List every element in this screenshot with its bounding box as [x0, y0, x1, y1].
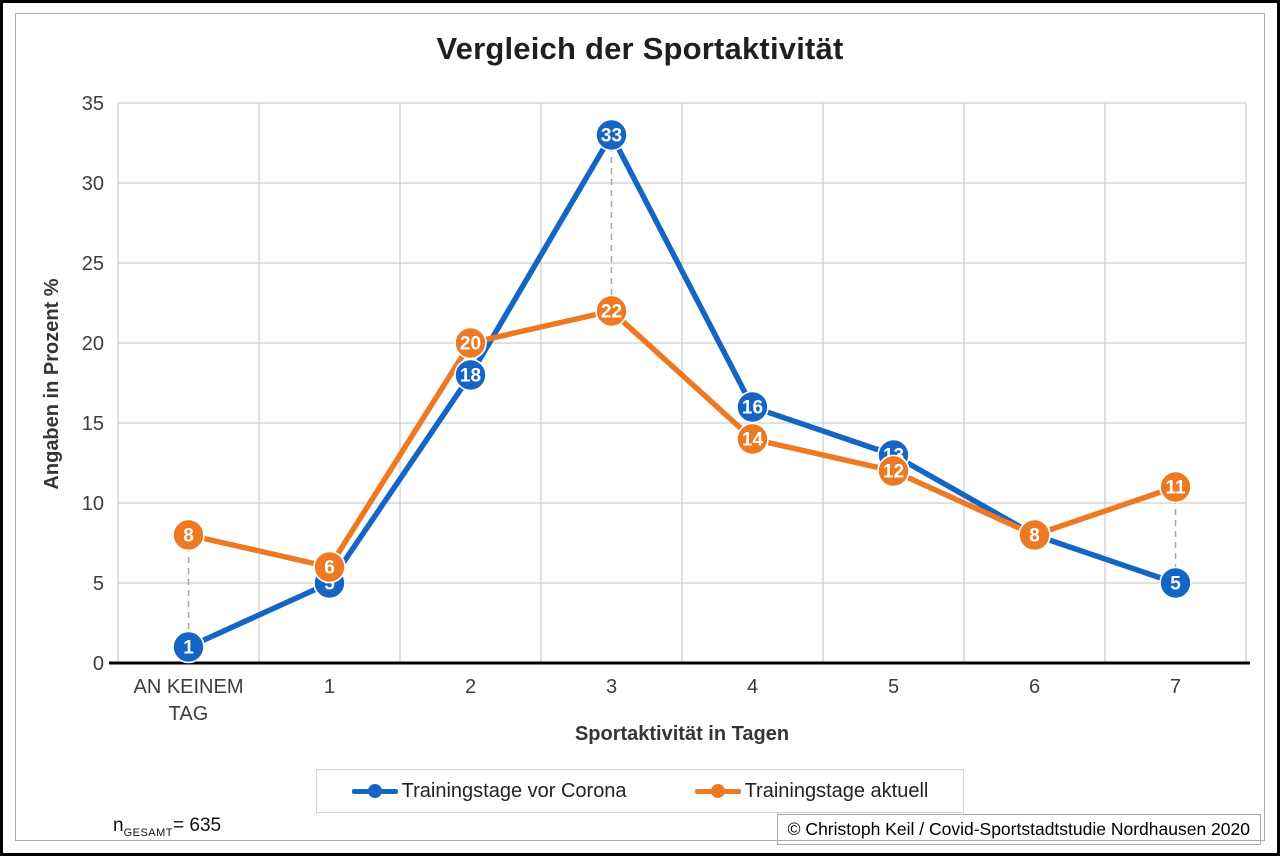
data-point-label: 11 [1165, 478, 1186, 499]
data-point-label: 14 [742, 430, 764, 451]
y-tick-label: 30 [82, 173, 104, 195]
x-tick-label: 7 [1170, 676, 1181, 698]
data-point-marker [454, 358, 487, 392]
legend: Trainingstage vor Corona Trainingstage a… [316, 769, 964, 813]
x-tick-label: 1 [324, 676, 335, 698]
chart-title: Vergleich der Sportaktivität [436, 31, 844, 66]
data-point-label: 5 [324, 574, 335, 595]
x-tick-label: 6 [1029, 676, 1040, 698]
data-point-marker [454, 326, 487, 360]
n-value: = 635 [173, 815, 222, 836]
data-point-marker [736, 422, 769, 456]
x-axis-title: Sportaktivität in Tagen [574, 723, 790, 745]
x-tick-label: TAG [169, 703, 209, 725]
data-point-marker [1159, 566, 1192, 600]
data-point-marker [877, 454, 910, 488]
data-point-label: 22 [601, 302, 622, 323]
data-point-label: 16 [742, 398, 763, 419]
y-tick-label: 0 [93, 653, 104, 675]
series-line-1 [185, 308, 1179, 570]
data-point-label: 8 [1029, 526, 1040, 547]
data-point-label: 12 [883, 462, 904, 483]
x-tick-label: AN KEINEM [133, 676, 243, 698]
y-tick-label: 5 [93, 573, 104, 595]
data-point-marker [736, 390, 769, 424]
chart-plot-area: 151833161385862022141281105101520253035A… [82, 93, 1250, 725]
data-point-marker [595, 118, 628, 152]
legend-item-vor-corona: Trainingstage vor Corona [351, 779, 627, 803]
y-tick-label: 10 [82, 493, 104, 515]
legend-label: Trainingstage vor Corona [401, 779, 627, 802]
y-tick-label: 35 [82, 93, 104, 115]
copyright-note: © Christoph Keil / Covid-Sportstadtstudi… [776, 814, 1261, 845]
n-subscript: GESAMT [123, 826, 174, 839]
data-point-marker [313, 550, 346, 584]
x-tick-label: 2 [465, 676, 476, 698]
legend-line-marker-icon [351, 783, 398, 799]
data-point-label: 18 [460, 366, 481, 387]
data-point-label: 1 [183, 638, 194, 659]
n-prefix: n [113, 815, 124, 836]
x-tick-label: 4 [747, 676, 758, 698]
y-axis-title: Angaben in Prozent % [41, 278, 63, 490]
data-point-label: 5 [1170, 574, 1181, 595]
data-point-label: 8 [183, 526, 194, 547]
y-tick-label: 20 [82, 333, 104, 355]
legend-item-aktuell: Trainingstage aktuell [694, 779, 929, 803]
data-point-marker [595, 294, 628, 328]
legend-label: Trainingstage aktuell [744, 779, 929, 802]
y-tick-label: 25 [82, 253, 104, 275]
data-point-label: 33 [601, 126, 622, 147]
data-point-label: 6 [324, 558, 335, 579]
data-point-marker [1159, 470, 1192, 504]
x-tick-label: 3 [606, 676, 617, 698]
data-point-marker [172, 518, 205, 552]
data-point-marker [172, 630, 205, 664]
data-point-marker [1018, 518, 1051, 552]
data-point-label: 20 [460, 334, 481, 355]
sample-size-note: nGESAMT= 635 [113, 815, 221, 839]
x-tick-label: 5 [888, 676, 899, 698]
legend-line-marker-icon [694, 783, 741, 799]
y-tick-label: 15 [82, 413, 104, 435]
